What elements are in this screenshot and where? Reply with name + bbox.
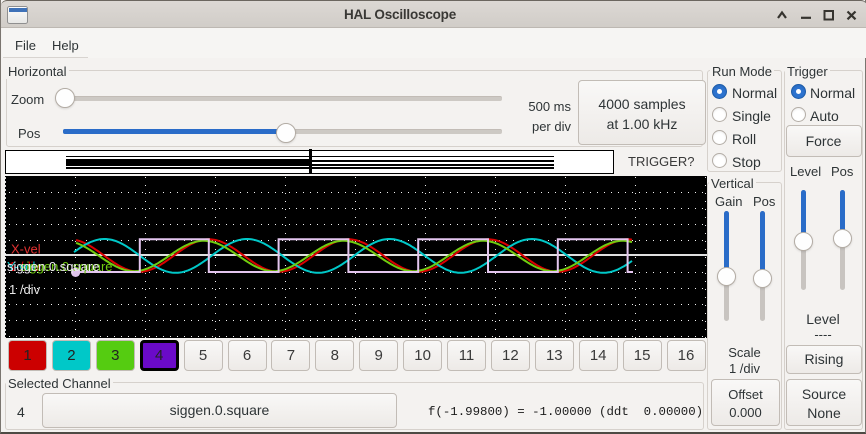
svg-text:1 /div: 1 /div [9,282,41,297]
svg-text:1 /div: 1 /div [9,259,41,274]
svg-text:siggen.0.square: siggen.0.square [20,259,113,274]
svg-text:Y-vel: Y-vel [7,259,36,274]
svg-text:siggen.0.square: siggen.0.square [7,259,100,274]
svg-text:X-vel: X-vel [11,242,41,257]
